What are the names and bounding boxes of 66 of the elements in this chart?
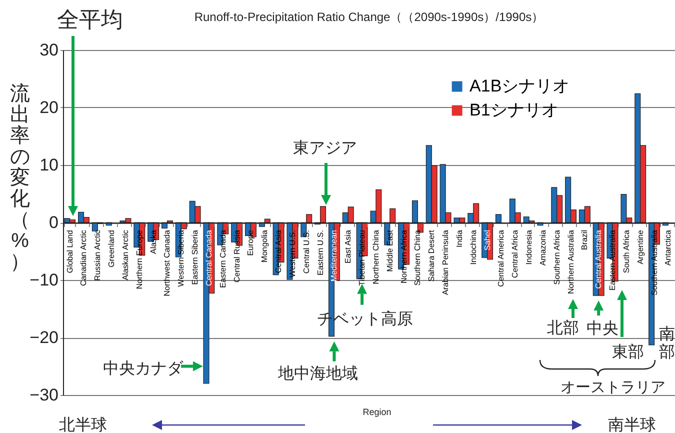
x-tick-label: Tibetan Plateau [358, 230, 367, 286]
x-tick-label: Arabian Peninsula [441, 229, 450, 295]
x-tick-label: Central Africa [510, 229, 520, 278]
x-tick-label: Middle East [385, 229, 394, 272]
text: 全平均 [57, 7, 123, 32]
x-tick-label: Amazonia [538, 229, 548, 266]
x-tick-label: Mongolia [260, 229, 270, 262]
x-tick-label: Indochina [468, 229, 478, 265]
y-tick-label: −10 [30, 270, 58, 290]
annotation: 中央カナダ [102, 359, 184, 378]
x-tick-label: Alaska [148, 229, 158, 254]
x-tick-label: Northern Africa [399, 229, 408, 284]
x-tick-label: Southern Australia [650, 229, 659, 296]
x-tick-label: Southern China [413, 229, 422, 286]
x-tick-label: Sahel [482, 230, 492, 250]
text: 北半球 [59, 416, 107, 433]
x-tick-label: Eastern Australia [608, 229, 618, 290]
annotation: 中央 [586, 320, 619, 338]
x-tick-label: South Africa [622, 229, 631, 274]
annotation: オーストラリア [560, 379, 666, 396]
x-tick-label: East Asia [344, 229, 353, 264]
annotation: 東部 [612, 343, 644, 361]
annotation: 地中海地域 [277, 364, 358, 382]
y-tick-label: 10 [40, 156, 58, 174]
x-tick-label: Russian Arctic [93, 230, 102, 281]
x-tick-label: Southern Africa [552, 229, 562, 285]
x-tick-label: Western Siberia [176, 229, 186, 287]
x-tick-label: Northern Europe [134, 229, 144, 290]
x-tick-label: Central America [496, 229, 506, 287]
x-tick-label: Eastern Canada [218, 229, 228, 288]
y-tick-label: 0 [49, 213, 58, 232]
annotation: 東アジア [293, 139, 357, 157]
x-tick-label: Brazil [580, 230, 590, 250]
y-tick-label: 30 [40, 40, 58, 60]
annotation: 北部 [547, 319, 579, 337]
text: 流出率の変化（%） [10, 83, 30, 273]
x-tick-label: Global Land [65, 230, 74, 274]
x-tick-label: Sahara Desert [427, 229, 436, 282]
x-tick-label: Antarctica [664, 229, 673, 266]
y-tick-label: 20 [40, 98, 58, 117]
x-tick-label: Eastern U.S. [316, 230, 325, 276]
x-tick-label: Canadian Arctic [79, 230, 88, 286]
x-tick-label: Northern China [371, 229, 380, 284]
x-tick-label: Europe [246, 229, 256, 256]
legend-label: A1Bシナリオ [470, 76, 570, 96]
x-tick-label: Western U.S. [288, 230, 297, 278]
x-tick-label: Central Australia [594, 229, 604, 289]
x-tick-label: Indonesia [524, 229, 534, 265]
x-tick-label: Alaskan Arctic [120, 230, 130, 280]
x-axis-title: Region [362, 407, 392, 417]
x-tick-label: India [454, 229, 464, 248]
x-tick-label: Central U.S. [302, 230, 311, 274]
x-tick-label: Northwest Canada [162, 229, 172, 296]
x-tick-label: Greenland [107, 230, 116, 268]
x-tick-label: Eastern Siberia [190, 229, 200, 285]
x-tick-label: Argentine [636, 229, 645, 264]
text: 南半球 [608, 416, 656, 433]
x-tick-label: Central Canada [204, 229, 214, 286]
y-tick-label: −30 [30, 386, 58, 404]
legend-label: B1シナリオ [470, 100, 558, 120]
chart-title: Runoff-to-Precipitation Ratio Change（（2090s-1990s）/1990s） [194, 10, 544, 24]
x-tick-label: Mediterranean [330, 230, 339, 282]
x-tick-label: Central Asia [274, 229, 284, 274]
y-tick-label: −20 [30, 328, 58, 347]
x-tick-label: Central Russia [232, 229, 242, 282]
x-tick-label: Northern Australia [566, 229, 576, 294]
